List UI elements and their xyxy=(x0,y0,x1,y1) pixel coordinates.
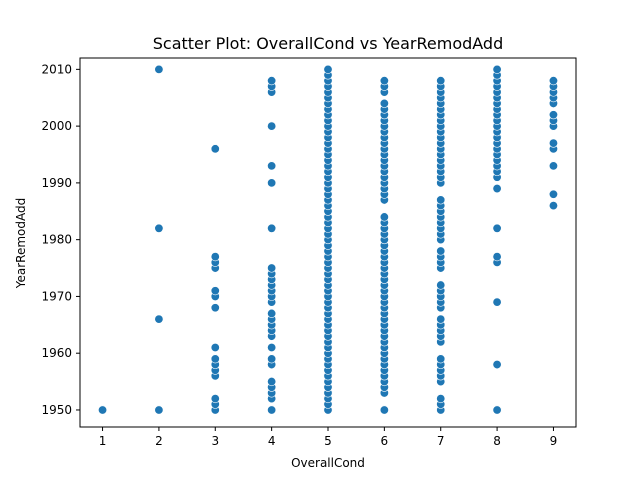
data-point xyxy=(267,377,277,387)
data-point xyxy=(548,76,558,86)
data-point xyxy=(548,138,558,148)
data-point xyxy=(379,76,389,86)
data-point xyxy=(492,223,502,233)
data-point xyxy=(154,405,164,415)
data-point xyxy=(436,76,446,86)
data-point xyxy=(436,195,446,205)
x-tick-label: 8 xyxy=(493,434,501,448)
y-tick-label: 1950 xyxy=(41,403,72,417)
y-tick-label: 1990 xyxy=(41,176,72,190)
x-tick-label: 9 xyxy=(550,434,558,448)
data-point xyxy=(548,201,558,211)
data-point xyxy=(154,314,164,324)
data-point xyxy=(154,223,164,233)
data-point xyxy=(492,405,502,415)
data-point xyxy=(210,303,220,313)
x-tick-label: 1 xyxy=(99,434,107,448)
data-point xyxy=(379,212,389,222)
data-point xyxy=(548,161,558,171)
x-tick-label: 4 xyxy=(268,434,276,448)
x-tick-label: 7 xyxy=(437,434,445,448)
data-point xyxy=(98,405,108,415)
y-tick-label: 2000 xyxy=(41,119,72,133)
data-point xyxy=(436,246,446,256)
data-point xyxy=(548,110,558,120)
data-point xyxy=(379,98,389,108)
data-point xyxy=(436,394,446,404)
data-point xyxy=(492,360,502,370)
data-point xyxy=(436,280,446,290)
chart-title: Scatter Plot: OverallCond vs YearRemodAd… xyxy=(153,34,503,53)
data-point xyxy=(436,314,446,324)
data-point xyxy=(492,252,502,262)
data-point xyxy=(379,405,389,415)
x-tick-label: 6 xyxy=(381,434,389,448)
y-tick-label: 1970 xyxy=(41,289,72,303)
data-point xyxy=(548,189,558,199)
x-tick-label: 3 xyxy=(211,434,219,448)
points-layer xyxy=(98,64,558,415)
x-tick-label: 5 xyxy=(324,434,332,448)
data-point xyxy=(210,286,220,296)
data-point xyxy=(267,308,277,318)
y-tick-label: 2010 xyxy=(41,62,72,76)
data-point xyxy=(210,144,220,154)
ticks-layer: 1 2 3 4 5 6 7 8 9 1950 1960 1970 1980 1990 2000 2010 xyxy=(41,62,557,448)
data-point xyxy=(210,343,220,353)
plot-frame xyxy=(79,57,577,428)
data-point xyxy=(267,223,277,233)
data-point xyxy=(210,354,220,364)
data-point xyxy=(154,64,164,74)
x-tick-label: 2 xyxy=(155,434,163,448)
data-point xyxy=(210,394,220,404)
x-axis-label: OverallCond xyxy=(291,456,365,470)
data-point xyxy=(210,252,220,262)
data-point xyxy=(267,405,277,415)
data-point xyxy=(267,161,277,171)
data-point xyxy=(267,121,277,131)
y-tick-label: 1960 xyxy=(41,346,72,360)
data-point xyxy=(492,64,502,74)
data-point xyxy=(267,178,277,188)
y-tick-label: 1980 xyxy=(41,233,72,247)
data-point xyxy=(267,354,277,364)
data-point xyxy=(267,263,277,273)
data-point xyxy=(267,343,277,353)
data-point xyxy=(492,184,502,194)
data-point xyxy=(492,297,502,307)
data-point xyxy=(323,64,333,74)
y-axis-label: YearRemodAdd xyxy=(14,198,28,289)
data-point xyxy=(267,76,277,86)
data-point xyxy=(436,354,446,364)
